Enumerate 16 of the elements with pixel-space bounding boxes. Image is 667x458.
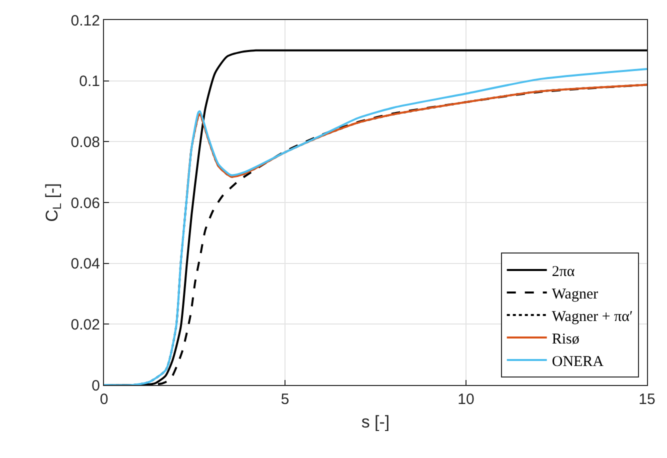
x-tick-label: 5 bbox=[280, 391, 290, 408]
y-tick-label: 0.08 bbox=[70, 134, 100, 151]
x-tick-label: 15 bbox=[638, 391, 656, 408]
legend-label: ONERA bbox=[552, 354, 604, 370]
y-tick-label: 0.02 bbox=[70, 316, 100, 334]
y-tick-label: 0.1 bbox=[79, 73, 100, 90]
legend-label: Wagner bbox=[552, 286, 598, 302]
y-tick-label: 0.06 bbox=[70, 194, 100, 212]
x-axis-title: s [-] bbox=[361, 412, 390, 432]
x-tick-label: 10 bbox=[458, 391, 474, 408]
legend-label: 2πα bbox=[552, 264, 575, 280]
legend-label: Wagner + πα′ bbox=[552, 308, 633, 325]
legend-label: Risø bbox=[552, 331, 580, 348]
y-tick-label: 0.04 bbox=[70, 256, 100, 273]
y-tick-label: 0.12 bbox=[70, 12, 100, 30]
y-tick-label: 0 bbox=[92, 377, 100, 394]
